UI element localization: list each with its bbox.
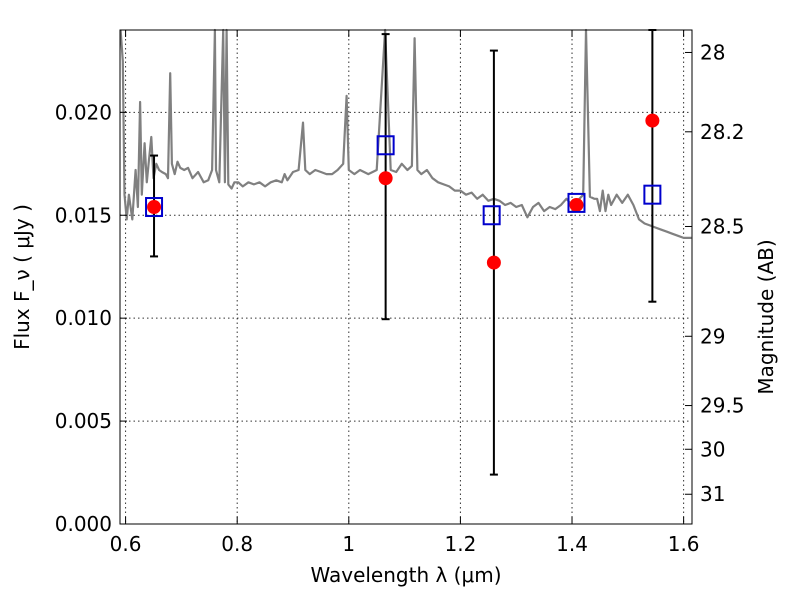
y-tick-label: 0.005: [55, 409, 112, 433]
grid-layer: [120, 30, 692, 525]
mag-tick-label: 31: [700, 482, 725, 506]
model-point: [567, 192, 586, 213]
observed-point: [486, 255, 501, 270]
x-tick-label: 1.6: [668, 532, 700, 556]
observed-point: [147, 200, 162, 215]
model-point: [482, 205, 501, 226]
y-tick-label: 0.015: [55, 203, 112, 227]
mag-tick-label: 30: [700, 437, 725, 461]
x-axis-label: Wavelength λ (μm): [310, 563, 501, 587]
observed-point: [378, 171, 393, 186]
mag-tick-label: 29.5: [700, 394, 745, 418]
x-tick-label: 1.4: [556, 532, 588, 556]
observed-layer: [147, 113, 660, 270]
observed-point: [569, 197, 584, 212]
y-right-axis-label: Magnitude (AB): [754, 239, 778, 394]
x-tick-label: 1: [342, 532, 355, 556]
model-layer: [145, 135, 662, 226]
x-tick-label: 0.8: [221, 532, 253, 556]
y-axis-label: Flux F_ν ( μJy ): [10, 204, 34, 350]
model-point: [376, 135, 395, 156]
spectrum-layer: [119, 28, 692, 239]
spectrum-line: [119, 28, 692, 239]
model-point: [643, 184, 662, 205]
tick-layer: 0.6 0.8 1 1.2 1.4 1.6 0.000 0.005 0.010 0.015 0.02…: [55, 30, 745, 556]
observed-point: [645, 113, 660, 128]
mag-tick-label: 28: [700, 40, 725, 64]
model-point: [145, 197, 164, 218]
y-tick-label: 0.020: [55, 100, 112, 124]
mag-tick-label: 28.5: [700, 214, 745, 238]
mag-tick-label: 28.2: [700, 120, 745, 144]
plot-frame: [119, 29, 693, 525]
y-tick-label: 0.000: [55, 512, 112, 536]
x-tick-label: 0.6: [110, 532, 142, 556]
y-tick-label: 0.010: [55, 306, 112, 330]
x-tick-label: 1.2: [445, 532, 477, 556]
mag-tick-label: 29: [700, 324, 725, 348]
